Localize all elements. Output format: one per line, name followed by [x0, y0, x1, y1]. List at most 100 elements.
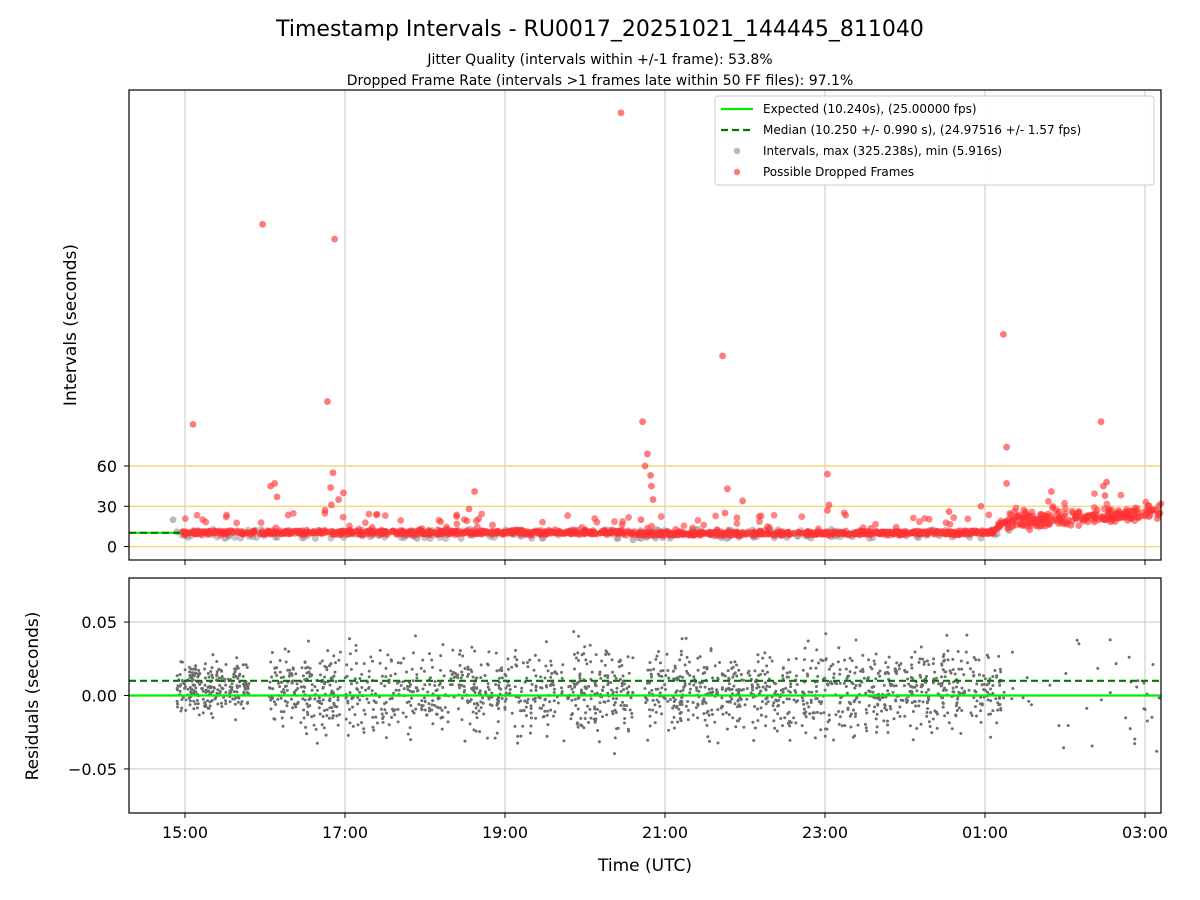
residual-point — [973, 705, 977, 709]
residual-point — [175, 674, 179, 678]
residual-point — [419, 666, 423, 670]
residual-point — [1029, 703, 1033, 707]
residual-point — [380, 712, 384, 716]
residual-point — [893, 667, 897, 671]
residual-point — [720, 696, 724, 700]
dropped-frame-point — [1000, 331, 1007, 338]
interval-point — [311, 535, 319, 542]
residual-point — [521, 724, 525, 728]
residual-point — [831, 662, 835, 666]
residual-point — [360, 721, 364, 725]
residual-point — [460, 718, 464, 722]
residual-point — [979, 720, 983, 724]
residual-point — [239, 702, 243, 706]
residual-point — [711, 712, 715, 716]
residual-point — [589, 660, 593, 664]
residual-point — [369, 655, 373, 659]
residual-point — [626, 727, 630, 731]
dropped-frame-point — [641, 462, 649, 470]
residual-point — [945, 633, 949, 637]
residual-point — [281, 724, 285, 728]
residual-point — [733, 702, 737, 706]
residual-point — [743, 703, 747, 707]
residual-point — [427, 702, 431, 706]
residual-point — [370, 689, 374, 693]
dropped-frame-point — [916, 518, 923, 526]
residual-point — [466, 667, 470, 671]
residual-point — [612, 703, 616, 707]
dropped-frame-point — [1069, 509, 1077, 517]
residual-point — [192, 667, 196, 671]
residual-point — [697, 689, 701, 693]
residual-point — [360, 672, 364, 676]
dropped-frame-point — [1063, 520, 1071, 528]
residual-point — [245, 665, 249, 669]
residual-point — [293, 703, 297, 707]
residual-point — [386, 653, 390, 657]
dropped-frame-point — [581, 530, 589, 538]
residual-point — [575, 682, 579, 686]
residual-point — [735, 674, 739, 678]
residual-point — [407, 700, 411, 704]
residual-point — [548, 700, 552, 704]
residual-point — [611, 712, 615, 716]
residual-point — [269, 698, 273, 702]
residual-point — [861, 667, 865, 671]
residual-point — [268, 686, 272, 690]
residual-point — [840, 724, 844, 728]
residual-point — [338, 650, 342, 654]
residual-point — [696, 668, 700, 672]
residual-point — [504, 691, 508, 695]
residual-point — [304, 725, 308, 729]
residual-point — [718, 660, 722, 664]
residual-point — [786, 721, 790, 725]
residual-point — [243, 682, 247, 686]
residual-point — [529, 707, 533, 711]
residual-point — [989, 687, 993, 691]
residual-point — [381, 720, 385, 724]
residual-point — [887, 655, 891, 659]
residual-point — [941, 705, 945, 709]
dropped-frame-point — [1091, 490, 1098, 498]
residual-point — [485, 662, 489, 666]
dropped-frame-point — [1061, 505, 1069, 512]
residual-point — [985, 690, 989, 694]
residual-point — [346, 701, 350, 705]
residual-point — [688, 673, 692, 677]
residual-point — [1133, 742, 1137, 746]
residual-point — [613, 708, 617, 712]
dropped-frame-point — [709, 530, 717, 538]
residual-point — [971, 670, 975, 674]
residual-point — [331, 714, 335, 718]
residual-point — [727, 713, 731, 717]
dropped-frame-point — [733, 520, 741, 527]
residual-point — [666, 668, 670, 672]
residual-point — [383, 708, 387, 712]
residual-point — [603, 674, 607, 678]
residual-point — [873, 705, 877, 709]
residual-point — [588, 707, 592, 711]
residual-point — [587, 684, 591, 688]
residual-point — [752, 738, 756, 742]
dropped-frame-point — [397, 517, 405, 524]
dropped-frame-point — [965, 530, 973, 538]
residual-point — [276, 681, 280, 685]
residual-point — [583, 685, 587, 689]
residual-point — [619, 689, 623, 693]
residual-point — [899, 698, 903, 702]
residual-point — [598, 673, 602, 677]
residual-point — [755, 707, 759, 711]
legend-dropped-label: Possible Dropped Frames — [763, 165, 914, 179]
residual-point — [814, 666, 818, 670]
residual-point — [576, 707, 580, 711]
residual-point — [594, 711, 598, 715]
residual-point — [804, 710, 808, 714]
residual-point — [702, 665, 706, 669]
residual-point — [926, 659, 930, 663]
residual-point — [433, 703, 437, 707]
residual-point — [500, 666, 504, 670]
residual-point — [914, 704, 918, 708]
residual-point — [679, 711, 683, 715]
residual-point — [493, 736, 497, 740]
residual-point — [574, 656, 578, 660]
